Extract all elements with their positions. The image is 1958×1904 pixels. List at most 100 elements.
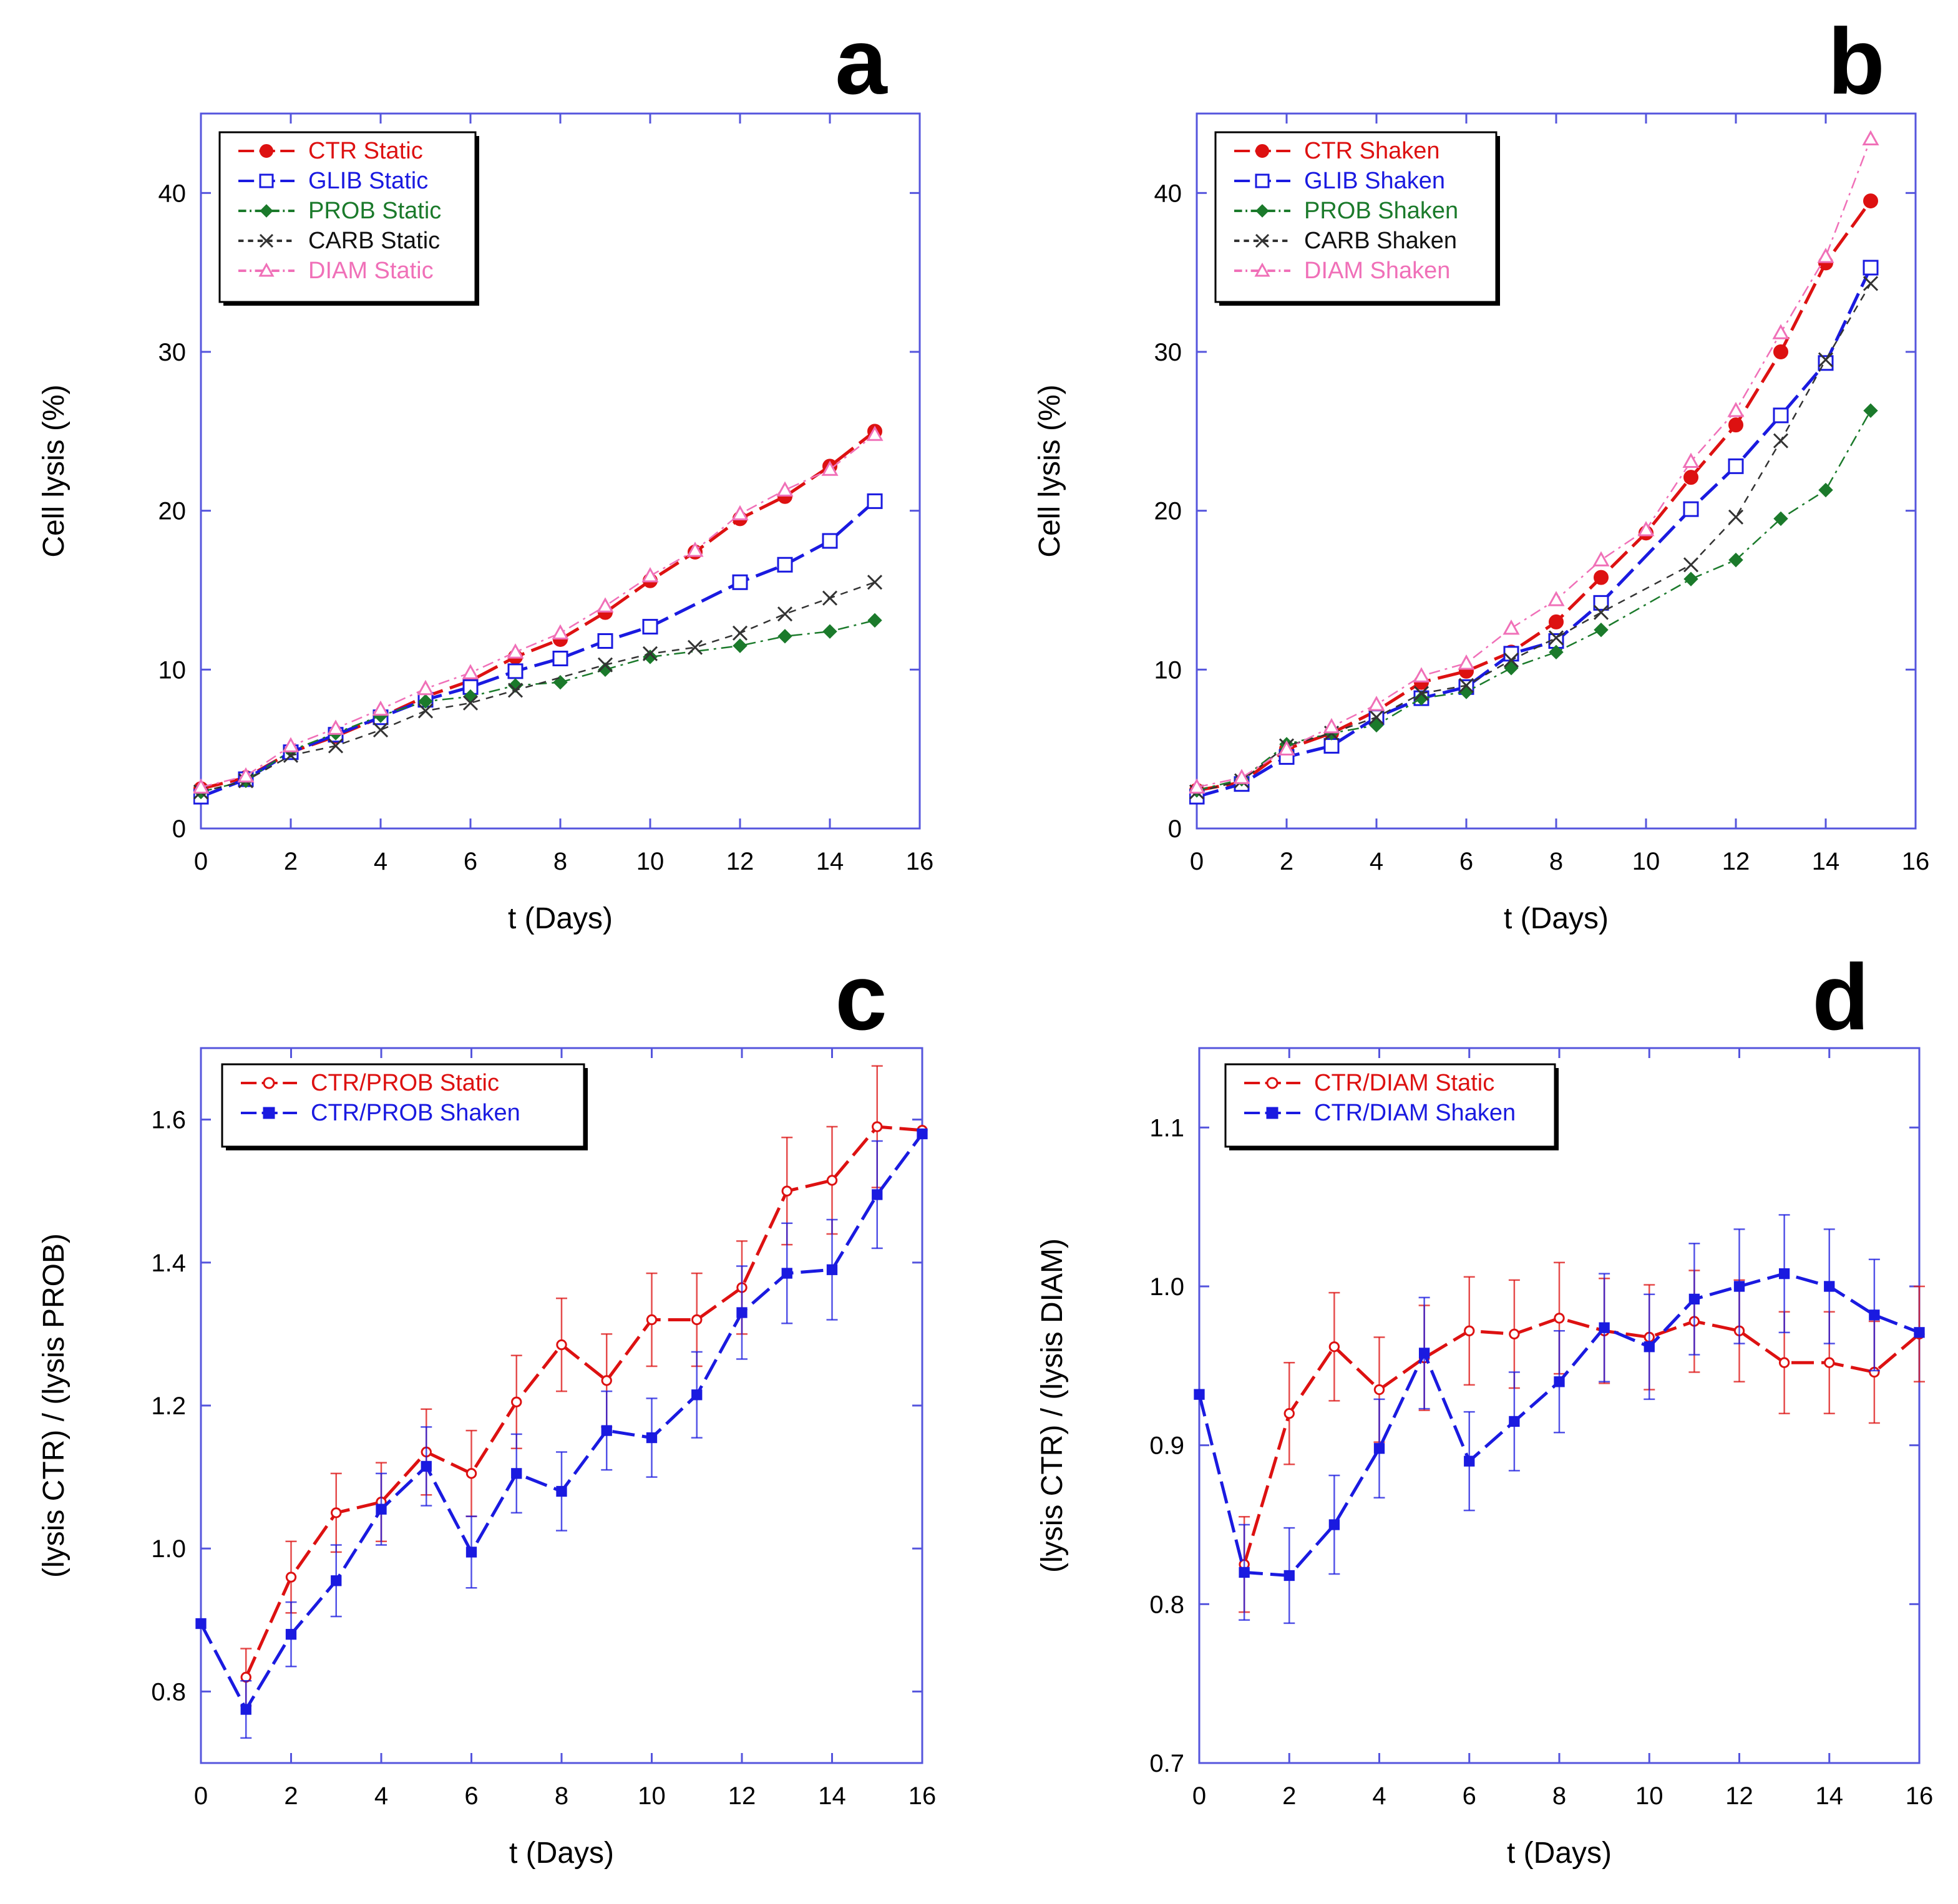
data-point (259, 233, 274, 248)
data-point (372, 700, 389, 716)
y-tick-label: 0.8 (1149, 1591, 1184, 1618)
data-point (821, 460, 839, 476)
data-point (731, 505, 749, 521)
data-point (1824, 1357, 1835, 1368)
data-point (1503, 652, 1519, 668)
data-point (1233, 769, 1250, 784)
data-point (826, 1175, 838, 1186)
data-point (1368, 709, 1385, 725)
legend-box (221, 1063, 585, 1148)
y-tick-label: 10 (158, 656, 187, 684)
data-point (417, 703, 434, 719)
data-point (732, 574, 748, 590)
series-line (200, 434, 875, 789)
data-point (417, 679, 434, 696)
data-point (328, 738, 344, 754)
panel-a: a 0 2 4 6 8 10 12 14 16 0 10 20 30 40 t (Days) Cell lysi… (37, 9, 933, 935)
panel-letter: a (835, 9, 888, 114)
data-point (732, 625, 748, 641)
data-point (686, 542, 704, 557)
data-point (597, 657, 613, 673)
x-tick-label: 10 (1632, 848, 1660, 875)
x-tick-label: 8 (553, 848, 567, 875)
data-point (642, 646, 658, 661)
legend-item: GLIB Static (238, 168, 428, 194)
x-tick-label: 0 (194, 848, 208, 875)
data-point (1554, 1313, 1565, 1324)
data-point (556, 1485, 567, 1497)
data-point (1817, 248, 1834, 263)
data-point (260, 144, 273, 158)
legend-item: CTR/DIAM Static (1244, 1070, 1494, 1096)
x-tick-label: 2 (284, 848, 298, 875)
data-point (1255, 144, 1269, 158)
data-point (1194, 1389, 1205, 1400)
legend-item: CTR Static (238, 138, 423, 164)
x-tick-label: 8 (555, 1782, 568, 1810)
legend-item: CTR Shaken (1234, 138, 1440, 164)
x-tick-label: 16 (1902, 848, 1930, 875)
data-point (736, 1307, 748, 1318)
legend-item: PROB Static (238, 198, 441, 224)
data-point (1266, 1107, 1279, 1119)
data-point (867, 575, 883, 590)
data-point (777, 629, 792, 644)
data-point (1418, 1348, 1430, 1359)
legend: CTR/PROB Static CTR/PROB Shaken (221, 1063, 588, 1150)
data-point (867, 493, 883, 509)
x-tick-label: 4 (1370, 848, 1383, 875)
x-tick-label: 2 (284, 1782, 298, 1810)
data-point (1189, 778, 1205, 794)
panel-c: c 0 2 4 6 8 10 12 14 16 0.8 1.0 1.2 1.4 1.6 t (Days) (ly… (37, 945, 936, 1870)
x-tick-label: 0 (1192, 1782, 1206, 1810)
data-point (777, 606, 793, 622)
data-point (1414, 691, 1429, 706)
data-point (826, 1264, 838, 1275)
y-tick-label: 0.7 (1149, 1750, 1184, 1777)
x-tick-label: 4 (374, 1782, 388, 1810)
legend-label: GLIB Static (308, 168, 428, 194)
x-tick-label: 6 (1459, 848, 1473, 875)
data-point (601, 1375, 612, 1386)
data-point (1255, 173, 1270, 188)
data-point (691, 1314, 703, 1326)
legend-box (1224, 1063, 1556, 1148)
data-point (511, 1396, 522, 1407)
x-tick-label: 12 (726, 848, 754, 875)
data-point (1373, 1443, 1385, 1454)
x-tick-label: 10 (1635, 1782, 1663, 1810)
data-point (691, 1389, 703, 1401)
x-tick-label: 2 (1280, 848, 1293, 875)
x-tick-label: 12 (1725, 1782, 1753, 1810)
data-point (1464, 1325, 1475, 1337)
legend-label: GLIB Shaken (1304, 168, 1445, 194)
panel-letter: d (1812, 945, 1869, 1049)
data-point (1869, 1309, 1880, 1321)
data-point (1328, 1341, 1340, 1353)
data-point (1683, 470, 1698, 485)
x-tick-label: 0 (194, 1782, 208, 1810)
data-point (1266, 1077, 1279, 1089)
series-line (1242, 1316, 1921, 1565)
data-point (1464, 1455, 1475, 1467)
plot-area (1189, 130, 1879, 805)
data-point (263, 1107, 275, 1119)
data-point (777, 556, 793, 573)
x-tick-label: 14 (1816, 1782, 1844, 1810)
y-tick-label: 1.6 (151, 1107, 186, 1134)
legend-label: CTR/DIAM Static (1314, 1070, 1494, 1096)
data-point (260, 204, 273, 218)
x-tick-label: 12 (728, 1782, 756, 1810)
legend-item: GLIB Shaken (1234, 168, 1445, 194)
legend-label: DIAM Static (308, 258, 434, 284)
data-point (327, 719, 344, 735)
data-point (511, 1468, 522, 1479)
x-tick-label: 10 (638, 1782, 666, 1810)
data-point (642, 619, 658, 635)
panel-d: d 0 2 4 6 8 10 12 14 16 0.7 0.8 0.9 1.0 1.1 t (Days) (ly… (1036, 945, 1933, 1870)
panel-b: b 0 2 4 6 8 10 12 14 16 0 10 20 30 40 t (Days) Cell lysi… (1033, 9, 1929, 935)
data-point (1682, 452, 1700, 469)
data-point (1554, 1376, 1565, 1387)
data-point (1599, 1322, 1610, 1333)
data-point (1773, 511, 1788, 527)
